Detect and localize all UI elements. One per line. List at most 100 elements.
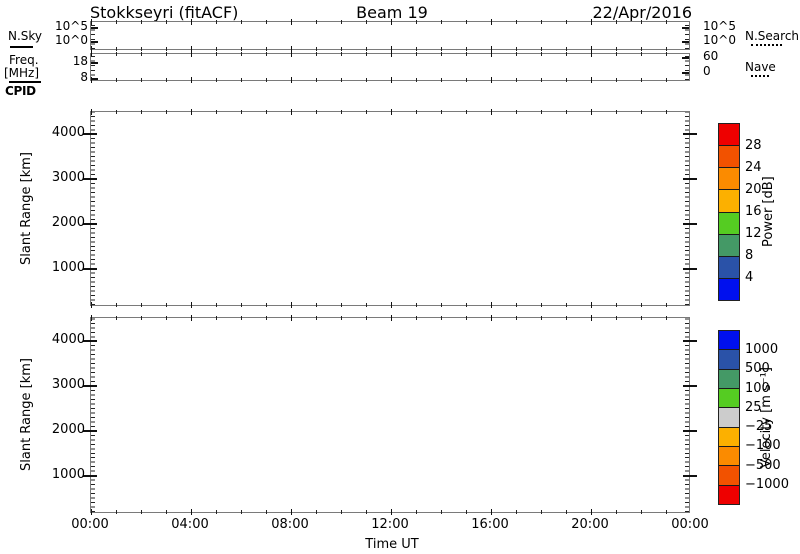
noise-left-major-tick [91,41,98,43]
power-y-major-tick [683,133,697,136]
velocity-colorbar-segment [719,484,739,504]
power-y-major-tick [83,223,97,226]
noise-right-major-tick [682,27,689,30]
velocity-y-minor-ticks [685,318,689,512]
velocity-colorbar-tick-label: −1000 [745,476,789,492]
velocity-colorbar-segment [719,349,739,369]
velocity-colorbar-segment [719,445,739,466]
freq-left-major-tick [91,61,98,64]
freq-x-major-ticks [91,77,689,83]
time-tick-label: 04:00 [171,517,209,532]
velocity-colorbar-tick-label: −100 [745,438,781,454]
power-colorbar-tick-label: 4 [745,270,754,285]
freq-left-tick-label: 18 [72,53,88,68]
velocity-range-tick-label: 4000 [51,331,85,347]
noise-right-tick-label: 10^5 [703,19,736,34]
power-y-major-tick [683,223,697,226]
power-colorbar-segment [719,211,739,234]
velocity-colorbar-segment [719,368,739,388]
time-tick-label: 00:00 [71,517,109,532]
velocity-y-major-tick [83,384,97,387]
velocity-colorbar-tick-label: 1000 [745,342,779,358]
velocity-colorbar-segment [719,387,739,408]
velocity-colorbar-segment [719,331,739,350]
power-range-tick-label: 2000 [51,215,85,231]
freq-y-minor-ticks [685,54,689,80]
freq-x-major-ticks [91,51,689,57]
power-colorbar-tick-label: 8 [745,248,754,263]
velocity-range-tick-label: 1000 [51,466,85,482]
power-colorbar-segment [719,233,739,256]
velocity-colorbar [718,330,740,505]
velocity-x-major-ticks [91,509,689,515]
time-tick-label: 16:00 [471,517,509,532]
velocity-colorbar-tick-label: 500 [745,361,770,377]
cpid-label: CPID [5,84,36,98]
velocity-colorbar-tick-label: −25 [745,419,773,435]
power-colorbar-tick-label: 16 [745,204,762,219]
beam-title: Beam 19 [356,3,428,22]
nsky-linestyle-sample [10,46,33,48]
power-y-major-tick [83,133,97,136]
power-y-minor-ticks [91,112,95,305]
nave-label: Nave [745,60,776,74]
velocity-y-major-tick [683,339,697,342]
nave-linestyle-sample [751,75,769,77]
freq-y-minor-ticks [91,54,95,80]
velocity-y-major-tick [83,339,97,342]
velocity-range-tick-label: 3000 [51,376,85,392]
velocity-colorbar-tick-label: 25 [745,399,762,415]
freq-right-tick-label: 60 [703,48,719,63]
station-title: Stokkseyri (fitACF) [90,3,239,22]
power-x-major-ticks [91,302,689,308]
noise-y-minor-ticks [685,22,689,49]
power-colorbar-tick-label: 28 [745,138,762,153]
freq-linestyle-sample [9,81,41,83]
velocity-x-major-ticks [91,315,689,321]
power-x-major-ticks [91,109,689,115]
nsearch-label: N.Search [745,29,800,43]
velocity-colorbar-tick-label: −500 [745,457,781,473]
power-colorbar-segment [719,255,739,278]
freq-left-tick-label: 8 [80,69,88,84]
power-colorbar-segment [719,167,739,190]
power-panel [83,109,697,308]
nsky-label: N.Sky [8,29,43,43]
velocity-y-major-tick [683,474,697,477]
noise-left-tick-label: 10^5 [55,19,88,34]
power-colorbar-segment [719,145,739,168]
velocity-colorbar-tick-label: 100 [745,380,770,396]
noise-panel [90,19,690,52]
time-tick-label: 08:00 [271,517,309,532]
velocity-range-tick-label: 2000 [51,421,85,437]
nsearch-linestyle-sample [751,44,782,46]
velocity-y-major-tick [83,474,97,477]
noise-right-tick-label: 10^0 [703,33,736,47]
power-y-minor-ticks [685,112,689,305]
freq-label-line2: [MHz] [4,66,40,80]
power-y-major-tick [683,178,697,181]
power-y-major-tick [83,267,97,270]
power-colorbar-segment [719,277,739,300]
freq-right-tick-label: 0 [703,64,711,79]
power-range-tick-label: 4000 [51,125,85,141]
noise-left-major-tick [91,27,98,30]
power-colorbar-tick-label: 20 [745,182,762,197]
velocity-y-major-tick [83,429,97,432]
noise-right-major-tick [682,41,689,43]
noise-left-tick-label: 10^0 [55,33,88,47]
power-colorbar-segment [719,189,739,212]
freq-right-major-tick [682,56,689,59]
power-y-major-tick [83,178,97,181]
velocity-colorbar-segment [719,465,739,485]
velocity-panel [83,315,697,515]
power-colorbar-segment [719,124,739,146]
velocity-y-major-tick [683,384,697,387]
time-tick-label: 12:00 [371,517,409,532]
time-axis-title: Time UT [365,537,419,552]
power-range-tick-label: 3000 [51,170,85,186]
freq-right-major-tick [682,72,689,75]
power-colorbar-tick-label: 24 [745,160,762,175]
noise-x-major-ticks [91,46,689,52]
